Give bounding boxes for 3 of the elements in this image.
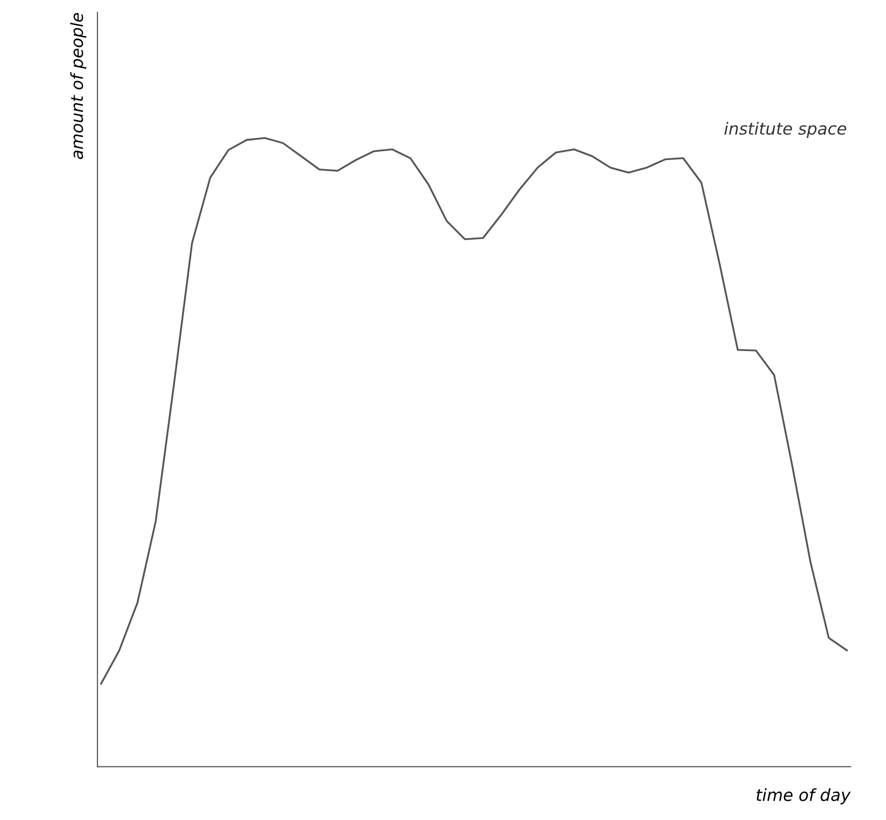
y-axis-title: amount of people xyxy=(70,13,86,160)
text: institute space xyxy=(724,122,846,138)
x-axis-title: time of day xyxy=(756,788,851,804)
